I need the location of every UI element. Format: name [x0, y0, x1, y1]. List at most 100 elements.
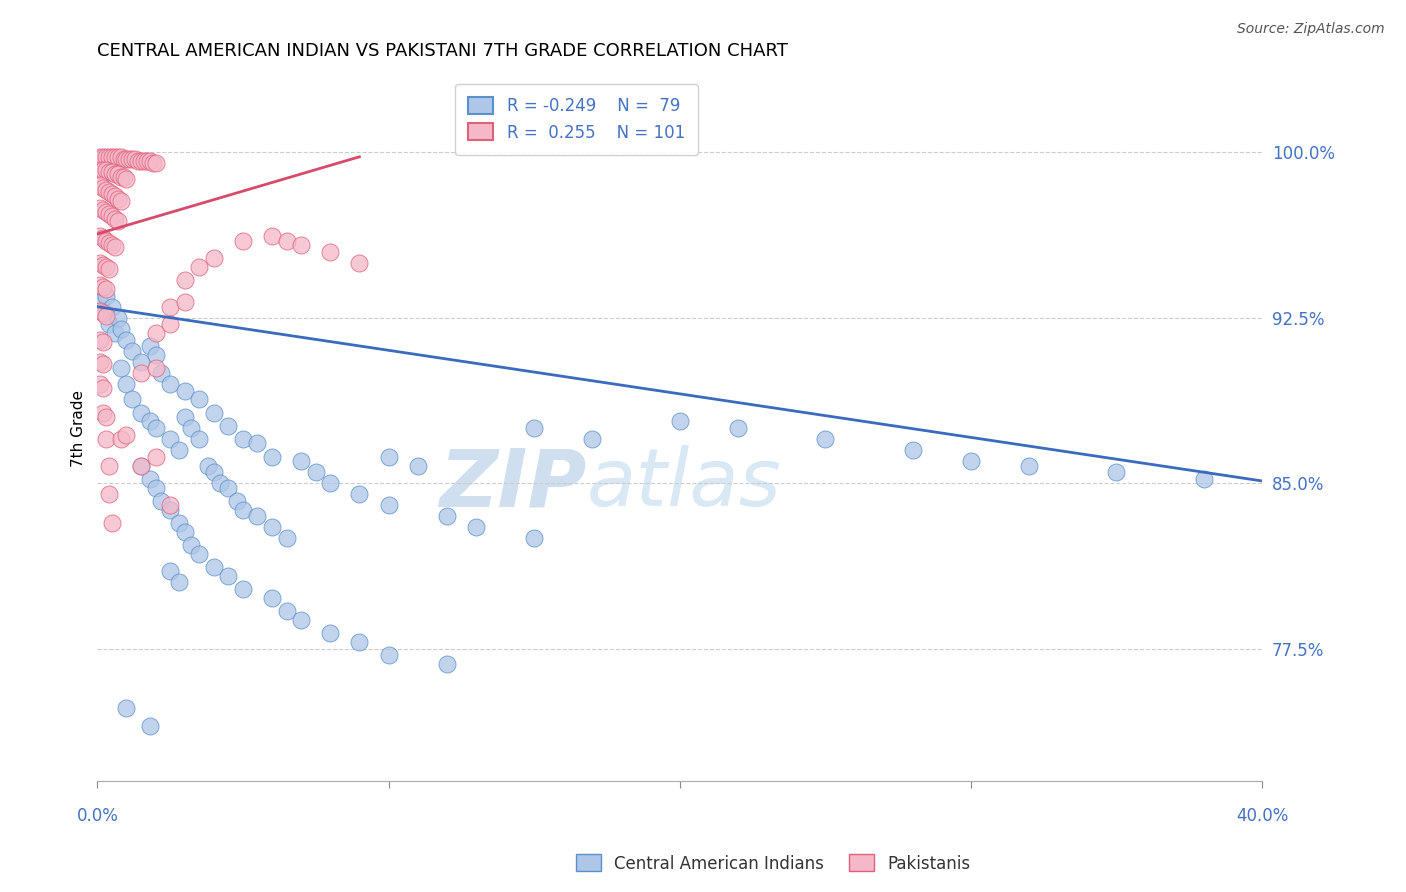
Point [305, 465, 328, 479]
Point [142, 156, 165, 170]
Point [94, 163, 117, 178]
Point [94, 309, 117, 323]
Point [377, 498, 399, 512]
Point [91, 357, 114, 371]
Point [89, 229, 111, 244]
Point [98, 487, 121, 501]
Point [349, 635, 371, 649]
Point [91, 304, 114, 318]
Point [260, 591, 283, 605]
Point [581, 432, 603, 446]
Point [246, 509, 269, 524]
Point [104, 150, 127, 164]
Point [145, 348, 167, 362]
Point [276, 604, 298, 618]
Point [89, 201, 111, 215]
Point [94, 150, 117, 164]
Point [107, 150, 129, 164]
Point [226, 493, 249, 508]
Point [167, 443, 190, 458]
Point [436, 509, 458, 524]
Point [208, 476, 231, 491]
Point [159, 565, 181, 579]
Point [101, 238, 124, 252]
Point [202, 251, 225, 265]
Point [121, 392, 143, 407]
Point [232, 582, 254, 596]
Point [1192, 472, 1215, 486]
Point [89, 255, 111, 269]
Point [115, 427, 138, 442]
Point [101, 300, 124, 314]
Point [814, 432, 837, 446]
Point [319, 626, 342, 640]
Point [98, 165, 121, 179]
Text: CENTRAL AMERICAN INDIAN VS PAKISTANI 7TH GRADE CORRELATION CHART: CENTRAL AMERICAN INDIAN VS PAKISTANI 7TH… [97, 42, 789, 60]
Point [523, 531, 546, 545]
Point [110, 169, 132, 184]
Point [124, 152, 146, 166]
Point [436, 657, 458, 671]
Point [668, 414, 690, 428]
Point [145, 450, 167, 464]
Point [145, 421, 167, 435]
Point [110, 432, 132, 446]
Text: atlas: atlas [586, 445, 782, 524]
Point [89, 333, 111, 347]
Text: Source: ZipAtlas.com: Source: ZipAtlas.com [1237, 22, 1385, 37]
Point [121, 152, 143, 166]
Point [94, 183, 117, 197]
Point [960, 454, 983, 468]
Point [115, 333, 138, 347]
Point [319, 476, 342, 491]
Point [180, 421, 202, 435]
Point [150, 493, 173, 508]
Point [91, 180, 114, 194]
Point [159, 300, 181, 314]
Point [89, 277, 111, 292]
Legend: R = -0.249    N =  79, R =  0.255    N = 101: R = -0.249 N = 79, R = 0.255 N = 101 [456, 84, 699, 155]
Point [167, 516, 190, 530]
Point [129, 154, 152, 169]
Point [91, 406, 114, 420]
Point [202, 406, 225, 420]
Point [727, 421, 749, 435]
Point [98, 318, 121, 332]
Point [159, 432, 181, 446]
Point [217, 568, 239, 582]
Point [107, 310, 129, 325]
Point [173, 273, 195, 287]
Point [91, 163, 114, 178]
Point [145, 326, 167, 341]
Point [217, 481, 239, 495]
Point [94, 205, 117, 219]
Point [104, 168, 127, 182]
Point [290, 454, 312, 468]
Point [232, 234, 254, 248]
Point [91, 381, 114, 395]
Point [129, 406, 152, 420]
Point [98, 262, 121, 277]
Point [319, 244, 342, 259]
Text: 0.0%: 0.0% [76, 806, 118, 824]
Point [132, 154, 155, 169]
Point [173, 295, 195, 310]
Point [464, 520, 486, 534]
Point [139, 339, 162, 353]
Point [290, 238, 312, 252]
Point [159, 318, 181, 332]
Point [94, 260, 117, 274]
Y-axis label: 7th Grade: 7th Grade [72, 390, 86, 467]
Point [118, 152, 141, 166]
Legend: Central American Indians, Pakistanis: Central American Indians, Pakistanis [569, 847, 977, 880]
Point [159, 502, 181, 516]
Point [110, 361, 132, 376]
Point [523, 421, 546, 435]
Point [188, 547, 211, 561]
Point [202, 465, 225, 479]
Point [91, 280, 114, 294]
Point [104, 240, 127, 254]
Point [110, 194, 132, 208]
Point [135, 154, 157, 169]
Point [104, 189, 127, 203]
